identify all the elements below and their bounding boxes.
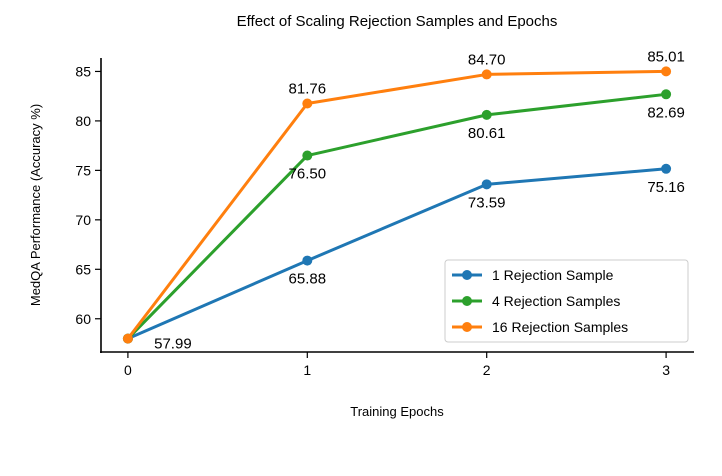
x-tick-label: 1 — [303, 362, 311, 378]
y-tick-label: 75 — [75, 162, 91, 178]
data-label: 73.59 — [468, 194, 506, 211]
data-point — [661, 66, 672, 77]
data-label: 80.61 — [468, 125, 506, 142]
data-point — [481, 179, 492, 190]
data-point — [302, 98, 313, 109]
legend-label: 4 Rejection Samples — [492, 293, 620, 309]
data-point — [481, 109, 492, 120]
data-point — [302, 255, 313, 266]
data-label: 85.01 — [647, 48, 685, 65]
legend-swatch-marker — [462, 296, 472, 306]
data-point — [122, 333, 133, 344]
data-label: 65.88 — [289, 271, 327, 288]
x-tick-label: 0 — [124, 362, 132, 378]
x-axis-label: Training Epochs — [350, 404, 444, 419]
series-line — [126, 69, 667, 340]
data-point — [661, 163, 672, 174]
legend-swatch-marker — [462, 270, 472, 280]
chart-title: Effect of Scaling Rejection Samples and … — [237, 13, 558, 30]
data-point — [481, 69, 492, 80]
y-tick-label: 80 — [75, 113, 91, 129]
data-label: 57.99 — [154, 336, 192, 353]
y-axis-label: MedQA Performance (Accuracy %) — [28, 104, 43, 306]
data-label: 82.69 — [647, 104, 685, 121]
series-line — [126, 92, 667, 340]
legend-label: 1 Rejection Sample — [492, 267, 614, 283]
data-label: 84.70 — [468, 51, 506, 68]
legend-box — [444, 259, 689, 343]
x-tick-label: 2 — [483, 362, 491, 378]
legend: 1 Rejection Sample 4 Rejection Samples 16 … — [444, 259, 689, 343]
x-tick-label: 3 — [662, 362, 670, 378]
data-label: 75.16 — [647, 179, 685, 196]
y-tick-label: 60 — [75, 311, 91, 327]
data-label: 76.50 — [289, 166, 327, 183]
series-line — [127, 167, 667, 341]
y-tick-label: 85 — [75, 63, 91, 79]
y-tick-label: 65 — [75, 261, 91, 277]
legend-swatch-marker — [462, 322, 472, 332]
data-label: 81.76 — [289, 81, 327, 98]
data-point — [661, 89, 672, 100]
data-point — [302, 150, 313, 161]
legend-label: 16 Rejection Samples — [492, 319, 628, 335]
y-tick-label: 70 — [75, 212, 91, 228]
